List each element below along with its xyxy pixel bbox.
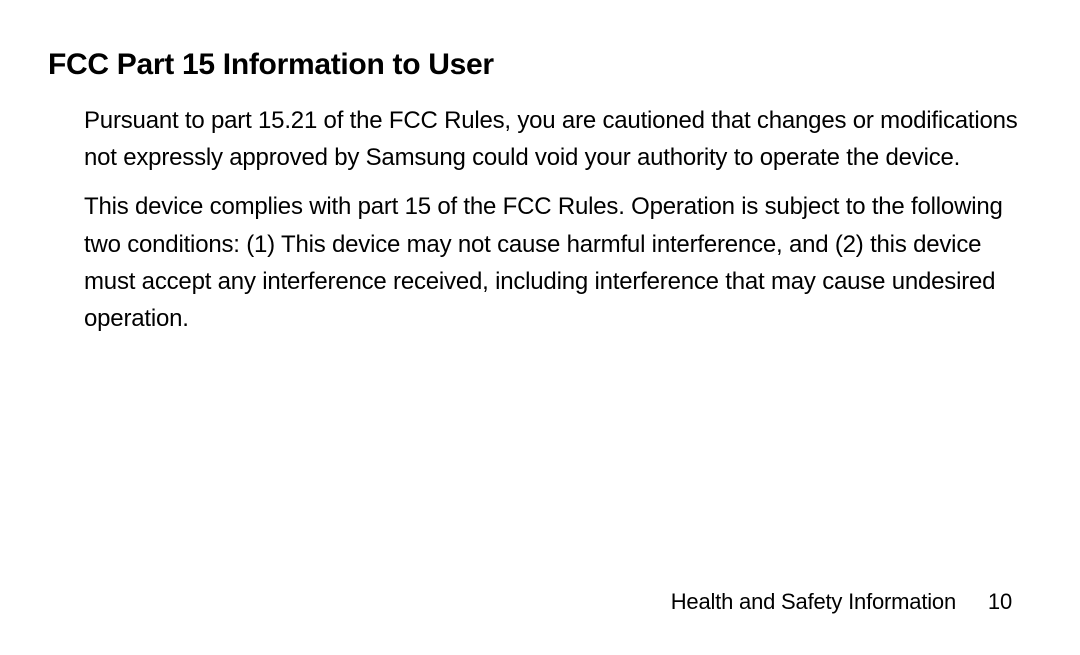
page-number: 10 <box>988 589 1012 614</box>
paragraph-2: This device complies with part 15 of the… <box>48 188 1020 337</box>
page-footer: Health and Safety Information 10 <box>671 589 1012 615</box>
section-heading: FCC Part 15 Information to User <box>48 48 1020 82</box>
footer-label: Health and Safety Information <box>671 589 956 614</box>
paragraph-1: Pursuant to part 15.21 of the FCC Rules,… <box>48 102 1020 176</box>
